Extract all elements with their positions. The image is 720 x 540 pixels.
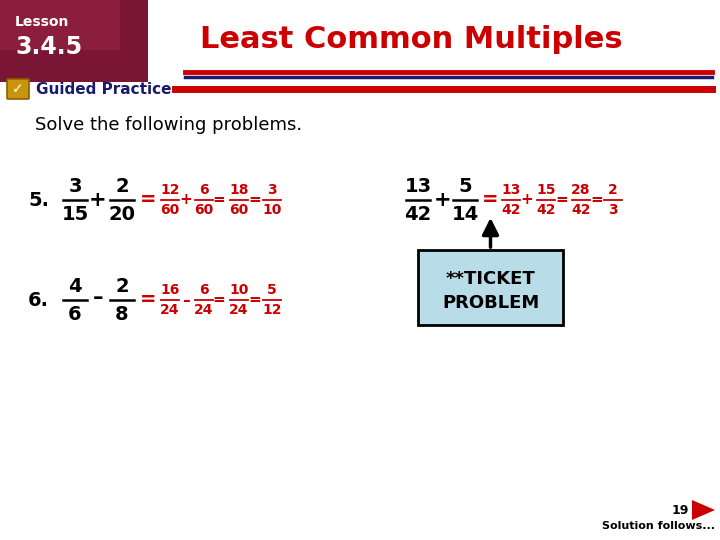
Text: 16: 16 — [161, 283, 180, 297]
Text: 2: 2 — [115, 276, 129, 295]
Text: 8: 8 — [115, 305, 129, 323]
Text: 42: 42 — [501, 203, 521, 217]
Text: =: = — [212, 293, 225, 307]
Text: 15: 15 — [536, 183, 556, 197]
Text: =: = — [248, 293, 261, 307]
Text: 2: 2 — [608, 183, 618, 197]
Text: 10: 10 — [229, 283, 248, 297]
Text: 24: 24 — [194, 303, 214, 317]
Bar — [148, 0, 720, 82]
Text: +: + — [89, 190, 107, 210]
Text: Least Common Multiples: Least Common Multiples — [200, 25, 623, 55]
Text: **TICKET: **TICKET — [446, 269, 536, 287]
Text: ✓: ✓ — [12, 82, 24, 96]
Text: 3: 3 — [68, 177, 82, 195]
Text: PROBLEM: PROBLEM — [442, 294, 539, 312]
Text: 15: 15 — [61, 205, 89, 224]
Text: 10: 10 — [262, 203, 282, 217]
Text: +: + — [179, 192, 192, 207]
Text: 6.: 6. — [28, 291, 49, 309]
Text: 60: 60 — [194, 203, 214, 217]
Text: 42: 42 — [405, 205, 431, 224]
Text: –: – — [93, 288, 103, 308]
Text: 20: 20 — [109, 205, 135, 224]
Text: =: = — [140, 191, 156, 210]
Text: +: + — [434, 190, 452, 210]
Text: +: + — [521, 192, 534, 207]
Text: Lesson: Lesson — [15, 15, 69, 29]
Text: 6: 6 — [68, 305, 82, 323]
Text: 42: 42 — [536, 203, 556, 217]
Text: 24: 24 — [161, 303, 180, 317]
Text: 60: 60 — [230, 203, 248, 217]
Text: =: = — [212, 192, 225, 207]
Text: –: – — [182, 293, 190, 307]
Text: 3.4.5: 3.4.5 — [15, 35, 82, 59]
Text: 13: 13 — [501, 183, 521, 197]
Text: 3: 3 — [608, 203, 618, 217]
Text: Solution follows...: Solution follows... — [603, 521, 716, 531]
Wedge shape — [148, 82, 168, 102]
Text: 5: 5 — [458, 177, 472, 195]
Text: =: = — [590, 192, 603, 207]
Text: 6: 6 — [199, 183, 209, 197]
Text: 5.: 5. — [28, 191, 49, 210]
Text: 13: 13 — [405, 177, 431, 195]
Text: 60: 60 — [161, 203, 179, 217]
Polygon shape — [692, 500, 715, 520]
FancyBboxPatch shape — [7, 79, 29, 99]
Text: 18: 18 — [229, 183, 248, 197]
Text: 24: 24 — [229, 303, 248, 317]
Text: 12: 12 — [262, 303, 282, 317]
Text: 6: 6 — [199, 283, 209, 297]
Text: 5: 5 — [267, 283, 277, 297]
Text: =: = — [140, 291, 156, 309]
Text: 3: 3 — [267, 183, 276, 197]
FancyBboxPatch shape — [418, 250, 563, 325]
Text: 42: 42 — [571, 203, 590, 217]
Text: =: = — [556, 192, 568, 207]
Text: 14: 14 — [451, 205, 479, 224]
Text: 4: 4 — [68, 276, 82, 295]
Text: 12: 12 — [161, 183, 180, 197]
Text: =: = — [248, 192, 261, 207]
Text: Guided Practice: Guided Practice — [36, 82, 171, 97]
Text: Solve the following problems.: Solve the following problems. — [35, 116, 302, 134]
Text: 19: 19 — [671, 503, 689, 516]
FancyBboxPatch shape — [0, 0, 148, 82]
FancyBboxPatch shape — [0, 0, 120, 50]
Text: =: = — [482, 191, 498, 210]
Text: 2: 2 — [115, 177, 129, 195]
Text: 28: 28 — [571, 183, 590, 197]
